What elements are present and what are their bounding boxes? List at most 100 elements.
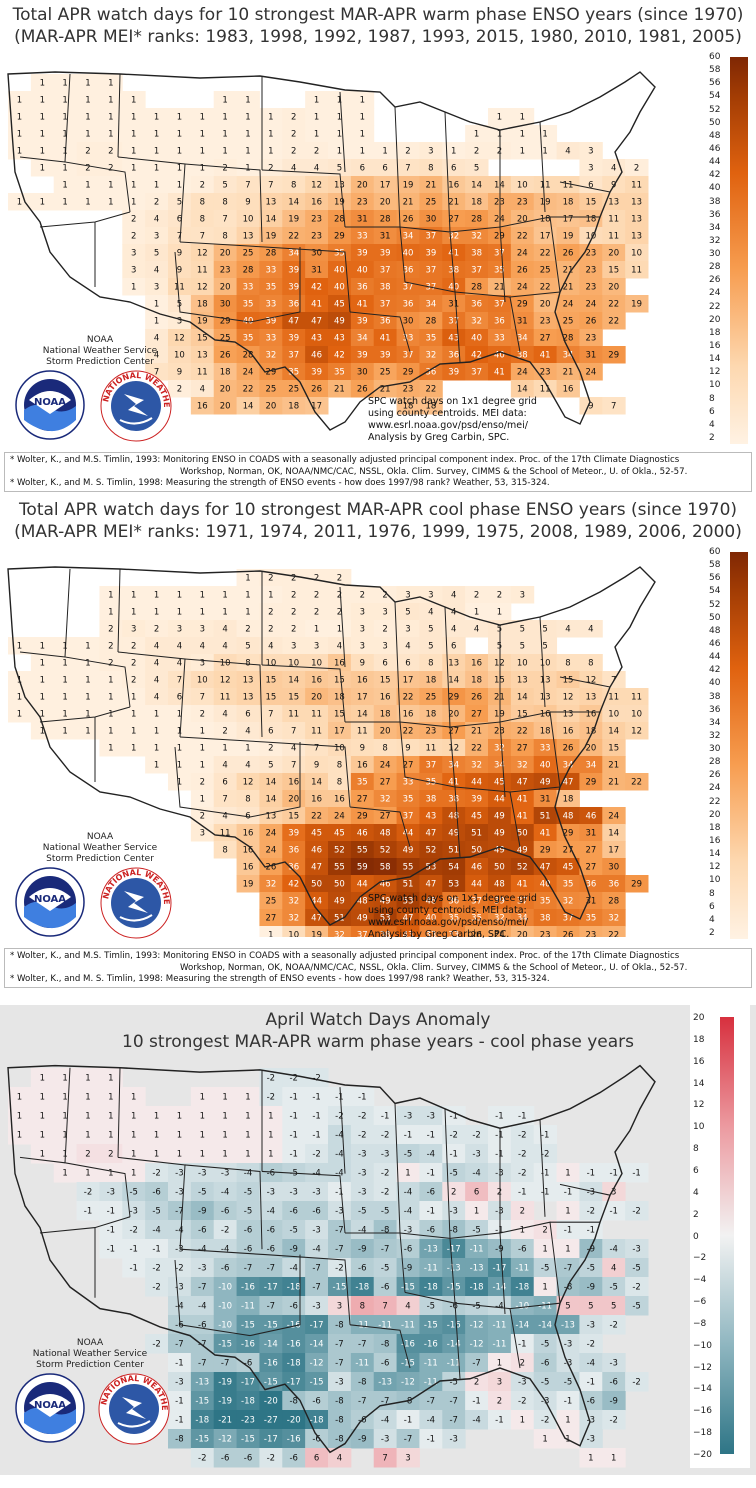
grid-value: 53 bbox=[448, 880, 459, 890]
grid-cell bbox=[190, 586, 215, 604]
grid-value: 33 bbox=[265, 266, 276, 276]
grid-cell bbox=[190, 397, 215, 415]
grid-value: 3 bbox=[177, 625, 182, 635]
grid-value: 52 bbox=[334, 846, 345, 856]
grid-cell bbox=[419, 295, 443, 313]
grid-cell bbox=[579, 858, 603, 876]
grid-value: -1 bbox=[129, 1264, 137, 1274]
grid-value: -9 bbox=[609, 1397, 617, 1407]
grid-value: 5 bbox=[611, 1302, 616, 1312]
grid-value: -17 bbox=[264, 1435, 278, 1445]
grid-value: 18 bbox=[403, 402, 414, 412]
grid-cell bbox=[259, 363, 283, 381]
grid-value: 1 bbox=[17, 198, 22, 208]
grid-cell bbox=[328, 654, 352, 672]
grid-value: 50 bbox=[311, 880, 322, 890]
grid-value: 37 bbox=[471, 897, 482, 907]
grid-value: 11 bbox=[608, 693, 619, 703]
grid-cell bbox=[465, 1353, 489, 1373]
state-line bbox=[261, 664, 346, 723]
grid-value: 5 bbox=[245, 642, 250, 652]
grid-value: -4 bbox=[152, 1226, 160, 1236]
grid-cell bbox=[30, 654, 55, 672]
grid-value: 1 bbox=[542, 1283, 547, 1293]
grid-value: 1 bbox=[62, 130, 67, 140]
grid-value: 28 bbox=[243, 351, 254, 361]
grid-value: 1 bbox=[154, 130, 159, 140]
grid-cell bbox=[350, 1182, 375, 1202]
grid-value: 20 bbox=[517, 215, 528, 225]
grid-cell bbox=[236, 159, 260, 177]
grid-value: -3 bbox=[289, 1188, 297, 1198]
grid-value: -15 bbox=[195, 1435, 209, 1445]
grid-value: 21 bbox=[471, 727, 482, 737]
grid-value: -11 bbox=[492, 1340, 506, 1350]
grid-cell bbox=[373, 1296, 398, 1316]
grid-value: 32 bbox=[265, 351, 276, 361]
state-line bbox=[19, 156, 66, 163]
grid-cell bbox=[236, 756, 260, 774]
grid-cell bbox=[350, 909, 375, 927]
grid-cell bbox=[8, 688, 32, 706]
grid-value: 37 bbox=[380, 266, 391, 276]
grid-cell bbox=[53, 1068, 78, 1088]
state-line bbox=[179, 241, 266, 248]
grid-cell bbox=[305, 346, 329, 364]
grid-value: 7 bbox=[222, 215, 227, 225]
grid-value: 33 bbox=[494, 334, 505, 344]
grid-cell bbox=[373, 722, 398, 740]
grid-cell bbox=[190, 329, 215, 347]
grid-cell bbox=[373, 1277, 398, 1297]
grid-value: -18 bbox=[470, 1283, 484, 1293]
grid-cell bbox=[373, 193, 398, 211]
grid-cell bbox=[556, 261, 580, 279]
grid-cell bbox=[419, 1144, 443, 1164]
grid-cell bbox=[236, 1163, 260, 1183]
colorbar-tick-label: 58 bbox=[709, 560, 721, 571]
grid-cell bbox=[305, 1334, 329, 1354]
grid-value: -16 bbox=[447, 1321, 461, 1331]
grid-value: 46 bbox=[471, 863, 482, 873]
grid-value: -16 bbox=[241, 1340, 255, 1350]
grid-value: 20 bbox=[380, 198, 391, 208]
grid-value: 47 bbox=[311, 863, 322, 873]
grid-cell bbox=[328, 705, 352, 723]
colorbar-tick-label: 2 bbox=[709, 433, 715, 443]
grid-cell bbox=[579, 1334, 603, 1354]
grid-value: 43 bbox=[425, 812, 436, 822]
grid-cell bbox=[510, 1296, 535, 1316]
grid-value: -7 bbox=[244, 1264, 252, 1274]
grid-value: -2 bbox=[152, 1340, 160, 1350]
grid-value: 10 bbox=[311, 659, 322, 669]
grid-value: 1 bbox=[131, 727, 136, 737]
grid-cell bbox=[579, 1296, 603, 1316]
colorbar-tick-label: 50 bbox=[709, 612, 721, 623]
grid-cell bbox=[328, 773, 352, 791]
grid-value: 1 bbox=[85, 96, 90, 106]
colorbar-tick-label: 8 bbox=[709, 393, 715, 404]
colorbar-tick-label: 26 bbox=[709, 770, 721, 781]
grid-cell bbox=[465, 807, 489, 825]
grid-value: 2 bbox=[108, 147, 113, 157]
grid-cell bbox=[465, 1334, 489, 1354]
grid-value: 4 bbox=[200, 642, 205, 652]
grid-value: -5 bbox=[564, 1378, 572, 1388]
grid-cell bbox=[168, 210, 192, 228]
grid-value: 28 bbox=[471, 283, 482, 293]
grid-cell bbox=[602, 1182, 626, 1202]
grid-cell bbox=[579, 722, 603, 740]
grid-cell bbox=[419, 722, 443, 740]
grid-cell bbox=[465, 142, 489, 160]
grid-cell bbox=[282, 620, 306, 638]
grid-value: -1 bbox=[129, 1245, 137, 1255]
grid-value: 23 bbox=[540, 368, 551, 378]
grid-value: 1 bbox=[337, 130, 342, 140]
grid-cell bbox=[350, 1353, 375, 1373]
grid-value: 2 bbox=[131, 676, 136, 686]
grid-cell bbox=[305, 1087, 329, 1107]
grid-value: -1 bbox=[541, 1131, 549, 1141]
grid-cell bbox=[602, 261, 626, 279]
grid-value: 1 bbox=[520, 113, 525, 123]
grid-cell bbox=[350, 603, 375, 621]
grid-cell bbox=[99, 1182, 123, 1202]
